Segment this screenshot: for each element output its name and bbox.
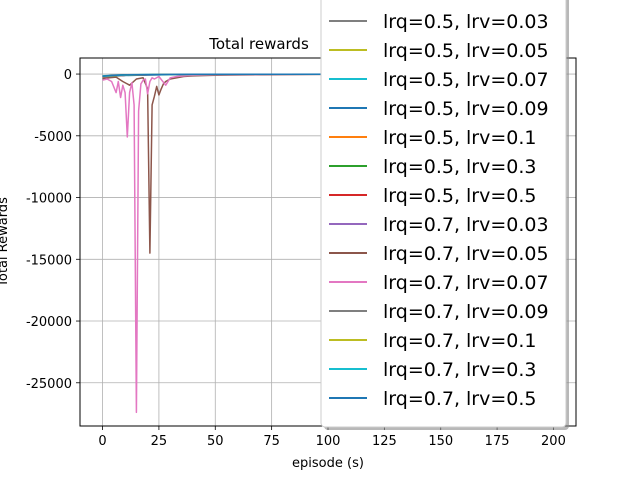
legend-entry-label: lrq=0.7, lrv=0.09	[383, 301, 549, 323]
x-tick-label: 175	[485, 434, 510, 449]
y-tick-label: 0	[64, 68, 72, 83]
legend-entry-label: lrq=0.7, lrv=0.07	[383, 272, 549, 294]
y-tick-label: -15000	[26, 253, 72, 268]
y-tick-label: -10000	[26, 192, 72, 207]
y-tick-label: -25000	[26, 377, 72, 392]
axis-ticks: 0 25 50 75 100 125 150 175 200 0 -5000 -10000 -15000…	[26, 68, 566, 449]
x-tick-label: 25	[151, 434, 168, 449]
x-axis-label: episode (s)	[292, 456, 364, 471]
y-tick-label: -5000	[34, 130, 72, 145]
legend-entry-label: lrq=0.5, lrv=0.07	[383, 69, 549, 91]
legend: lrq=0.5, lrv=0.03 lrq=0.5, lrv=0.05 lrq=0.…	[320, 0, 569, 430]
legend-entry-label: lrq=0.7, lrv=0.5	[383, 388, 537, 410]
legend-entry-label: lrq=0.5, lrv=0.09	[383, 98, 549, 120]
x-tick-label: 100	[316, 434, 341, 449]
legend-box	[320, 0, 567, 428]
y-axis-label: Total Rewards	[0, 197, 11, 288]
x-tick-label: 125	[372, 434, 397, 449]
legend-entry-label: lrq=0.5, lrv=0.03	[383, 11, 549, 33]
x-tick-label: 0	[98, 434, 106, 449]
legend-entry-label: lrq=0.5, lrv=0.1	[383, 127, 537, 149]
x-tick-label: 200	[541, 434, 566, 449]
chart-title: Total rewards	[208, 35, 309, 53]
x-tick-label: 50	[207, 434, 224, 449]
x-tick-label: 75	[263, 434, 280, 449]
legend-entry-label: lrq=0.5, lrv=0.3	[383, 156, 537, 178]
legend-entry-label: lrq=0.7, lrv=0.05	[383, 243, 549, 265]
y-tick-label: -20000	[26, 315, 72, 330]
legend-entry-label: lrq=0.5, lrv=0.05	[383, 40, 549, 62]
x-tick-label: 150	[428, 434, 453, 449]
legend-entry-label: lrq=0.5, lrv=0.5	[383, 185, 537, 207]
legend-entry-label: lrq=0.7, lrv=0.03	[383, 214, 549, 236]
legend-entry-label: lrq=0.7, lrv=0.3	[383, 359, 537, 381]
legend-entry-label: lrq=0.7, lrv=0.1	[383, 330, 537, 352]
